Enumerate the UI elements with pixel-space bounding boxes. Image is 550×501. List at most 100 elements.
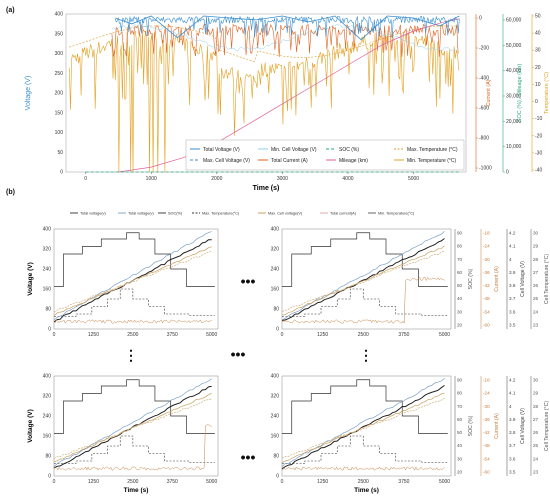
right-tick-label: 30	[535, 48, 541, 54]
y-tick-label: 160	[43, 434, 52, 440]
right-tick-label: 70	[457, 257, 463, 262]
x-tick-label: 1250	[88, 479, 99, 485]
soc-step-line	[54, 232, 215, 287]
right-tick-label: 30	[457, 456, 463, 461]
legend-entry: SOC (%)	[339, 147, 359, 153]
right-tick-label: -10	[535, 116, 542, 122]
x-tick-label: 0	[84, 176, 87, 182]
x-tick-label: 2500	[127, 332, 138, 338]
right-tick-label: 0	[535, 99, 538, 105]
x-tick-label: 1250	[317, 479, 328, 485]
right-tick-label: 20	[457, 323, 463, 328]
panel-b-label: (b)	[6, 189, 15, 196]
right-tick-label: 25	[533, 443, 539, 448]
x-tick-label: 5000	[206, 479, 217, 485]
right-tick-label: 4.1	[509, 391, 516, 396]
right-axis-label: Cell Voltage (V)	[520, 408, 526, 444]
x-axis-label: Time (s)	[124, 487, 149, 494]
series-max-temperature	[69, 25, 459, 62]
voltage-tick-label: 0	[60, 170, 63, 176]
subplot-frame	[53, 375, 219, 477]
right-tick-label: -48	[483, 443, 490, 448]
right-tick-label: 24	[533, 456, 539, 461]
right-tick-label: 4.2	[509, 378, 516, 383]
right-tick-label: 10,000	[506, 144, 522, 150]
voltage-tick-label: 200	[55, 91, 64, 97]
right-tick-label: -18	[483, 378, 490, 383]
ellipsis-middle: •••	[231, 346, 246, 362]
legend-entry: Total Voltage (V)	[203, 147, 240, 153]
y-tick-label: 160	[271, 434, 280, 440]
right-tick-label: -60	[483, 323, 490, 328]
right-tick-label: 26	[533, 283, 539, 288]
subplot-frame	[281, 228, 452, 330]
right-tick-label: -30	[483, 404, 490, 409]
right-tick-label: 3.7	[509, 443, 516, 448]
vellipsis-right: ⋮	[359, 347, 373, 363]
x-tick-label: 3750	[167, 479, 178, 485]
series-total-voltage-dense	[114, 15, 460, 38]
rising-series-4	[281, 397, 445, 459]
subplot-frame	[281, 375, 452, 477]
right-tick-label: 80	[457, 244, 463, 249]
right-tick-label: -600	[479, 106, 489, 112]
y-tick-label: 160	[271, 287, 280, 293]
right-tick-label: 23	[533, 323, 539, 328]
right-tick-label: 3.6	[509, 309, 516, 314]
right-tick-label: 50,000	[506, 43, 522, 49]
rising-series-3	[281, 245, 445, 316]
panel-b-1: 0 80 160 240 320 400 0 1250 2500 3750 5000 Voltage …	[27, 227, 219, 338]
right-tick-label: 50	[457, 430, 463, 435]
right-tick-label: 70	[457, 404, 463, 409]
current-series	[281, 276, 445, 325]
y-tick-label: 240	[271, 267, 280, 273]
right-tick-label: 3.5	[509, 323, 516, 328]
right-tick-label: -18	[483, 231, 490, 236]
right-axis-label: Current (A)	[494, 413, 500, 439]
b-legend-entry: Total current(A)	[330, 212, 357, 216]
right-tick-label: -36	[483, 417, 490, 422]
right-tick-label: 50	[457, 283, 463, 288]
y-tick-label: 320	[271, 247, 280, 253]
right-tick-label: 30	[533, 231, 539, 236]
right-tick-label: 23	[533, 470, 539, 475]
right-axis-label: Current (A)	[494, 266, 500, 292]
right-tick-label: 29	[533, 244, 539, 249]
temperature-step-line	[282, 288, 448, 317]
right-tick-label: 30,000	[506, 94, 522, 100]
current-series	[53, 424, 212, 471]
right-tick-label: 3.9	[509, 417, 516, 422]
rising-series-2	[281, 384, 445, 470]
x-tick-label: 2000	[211, 176, 222, 182]
right-axis-label: Cell Temperature (°C)	[544, 254, 550, 304]
right-tick-label: 4	[509, 404, 512, 409]
x-axis-label: Time (s)	[354, 487, 379, 494]
right-tick-label: 28	[533, 404, 539, 409]
b-legend-entry: SOC(%)	[168, 212, 183, 216]
y-tick-label: 0	[48, 327, 51, 333]
right-tick-label: -30	[483, 257, 490, 262]
voltage-tick-label: 100	[55, 130, 64, 136]
panel-b-3: 0 80 160 240 320 400 0 1250 2500 3750 5000 Voltage …	[27, 374, 219, 494]
y-tick-label: 80	[273, 454, 279, 460]
voltage-tick-label: 400	[55, 12, 64, 18]
right-axis-label: SOC (%) / Mileage (km)	[517, 64, 523, 123]
y-tick-label: 80	[45, 454, 51, 460]
right-tick-label: 28	[533, 257, 539, 262]
right-tick-label: 20	[457, 470, 463, 475]
right-tick-label: 30	[457, 309, 463, 314]
x-tick-label: 1000	[146, 176, 157, 182]
voltage-tick-label: 50	[57, 150, 63, 156]
right-tick-label: 40	[457, 443, 463, 448]
right-tick-label: 20	[535, 65, 541, 71]
y-tick-label: 80	[273, 307, 279, 313]
right-axis-label: Cell Temperature (°C)	[544, 401, 550, 451]
y-tick-label: 320	[43, 247, 52, 253]
x-tick-label: 1250	[317, 332, 328, 338]
right-axis-label: Cell Voltage (V)	[520, 261, 526, 297]
rising-series-3	[53, 246, 212, 317]
right-tick-label: -36	[483, 270, 490, 275]
x-tick-label: 1250	[88, 332, 99, 338]
voltage-axis-label: Voltage (V)	[25, 76, 32, 111]
